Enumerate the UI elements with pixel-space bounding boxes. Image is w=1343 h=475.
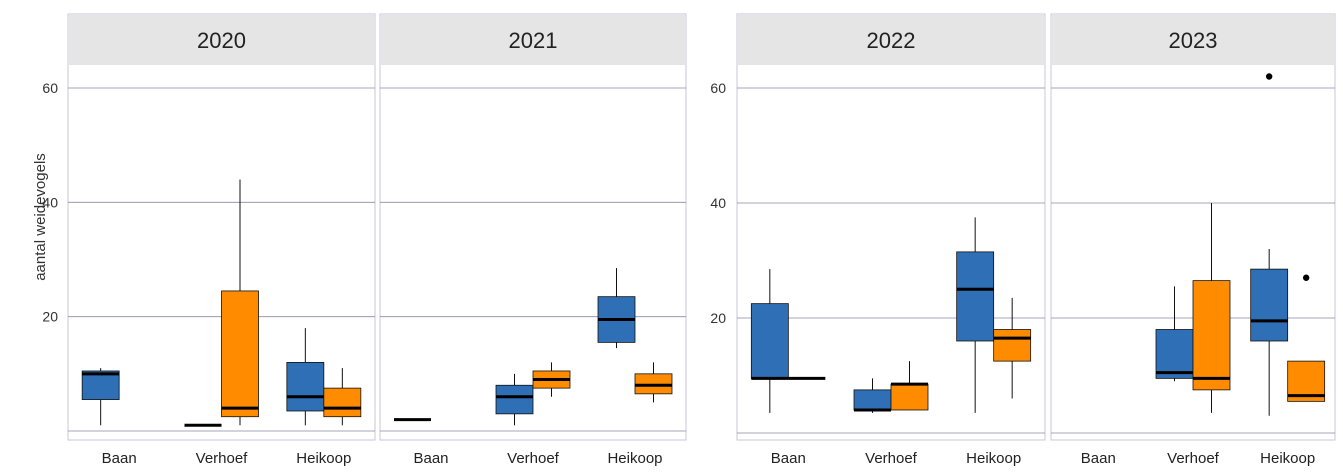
x-category-label: Baan <box>1081 450 1116 467</box>
box-Heikoop-1 <box>993 297 1032 399</box>
panel-border <box>736 13 1046 441</box>
y-axis-label: aantal weidevogels <box>32 153 49 281</box>
box-body <box>1155 329 1194 379</box>
panel-strip-label: 2020 <box>197 28 246 53</box>
box-Verhoef-0 <box>853 378 892 413</box>
box-body <box>1250 268 1289 342</box>
y-tick-label: 20 <box>710 310 726 326</box>
x-category-label: Baan <box>413 450 448 467</box>
panel-2023: 2023 Baan Verhoef Heikoop <box>1050 13 1336 467</box>
panel-2022: 2022 Baan Verhoef Heikoop <box>736 13 1046 467</box>
box-Baan-0 <box>81 368 120 426</box>
outlier-point <box>1302 274 1310 281</box>
x-category-label: Verhoef <box>196 450 249 467</box>
x-category-label: Verhoef <box>1167 450 1220 467</box>
box-Heikoop-1 <box>634 362 673 403</box>
x-category-label: Heikoop <box>607 450 662 467</box>
y-tick-label: 20 <box>42 309 58 325</box>
panel-strip <box>69 15 374 65</box>
panel-strip-label: 2021 <box>509 28 558 53</box>
x-category-label: Baan <box>102 450 137 467</box>
box-Heikoop-0 <box>1250 73 1289 416</box>
panel-strip <box>381 15 685 65</box>
box-body <box>993 329 1032 362</box>
y-tick-label: 40 <box>42 194 58 210</box>
panel-2020: 2020 Baan Verhoef Heikoop <box>67 13 376 467</box>
panel-strip <box>738 15 1044 65</box>
x-category-label: Heikoop <box>296 450 351 467</box>
box-Verhoef-1 <box>532 362 571 397</box>
box-body <box>890 383 929 411</box>
box-Verhoef-0 <box>1155 286 1194 382</box>
y-tick-label: 40 <box>710 195 726 211</box>
box-Verhoef-1 <box>221 179 259 426</box>
panel-border <box>1050 13 1336 441</box>
y-tick-label: 60 <box>710 80 726 96</box>
box-body <box>495 384 534 415</box>
box-Heikoop-1 <box>1287 274 1326 402</box>
box-Verhoef-1 <box>890 361 929 411</box>
panel-strip-label: 2022 <box>867 28 916 53</box>
box-Baan-0 <box>750 269 789 413</box>
box-body <box>750 303 789 379</box>
box-Verhoef-1 <box>1192 203 1231 413</box>
box-body <box>81 370 120 400</box>
box-Heikoop-0 <box>956 217 995 413</box>
outlier-point <box>1265 73 1273 80</box>
box-body <box>323 387 362 418</box>
y-tick-label: 60 <box>42 80 58 96</box>
box-body <box>853 389 892 411</box>
x-category-label: Heikoop <box>1260 450 1315 467</box>
panel-border <box>67 13 376 441</box>
x-category-label: Verhoef <box>865 450 918 467</box>
box-body <box>1192 280 1231 391</box>
box-Heikoop-0 <box>286 328 325 426</box>
box-body <box>956 251 995 342</box>
box-Heikoop-1 <box>323 368 362 426</box>
x-category-label: Heikoop <box>966 450 1021 467</box>
box-Heikoop-0 <box>597 268 636 349</box>
panel-2021: 2021 Baan Verhoef Heikoop <box>379 13 687 467</box>
panel-strip-label: 2023 <box>1169 28 1218 53</box>
box-Verhoef-0 <box>495 373 534 426</box>
panel-strip <box>1052 15 1334 65</box>
x-category-label: Baan <box>771 450 806 467</box>
panel-border <box>379 13 687 441</box>
chart-1: aantal weidevogels 20 40 60 2020 Baan Verhoef H… <box>32 13 687 467</box>
box-body <box>286 361 325 412</box>
chart-2: 20 40 60 2022 Baan Verhoef Heikoop 2023 Baan Verh… <box>710 13 1336 467</box>
x-category-label: Verhoef <box>507 450 560 467</box>
box-body <box>221 290 259 418</box>
